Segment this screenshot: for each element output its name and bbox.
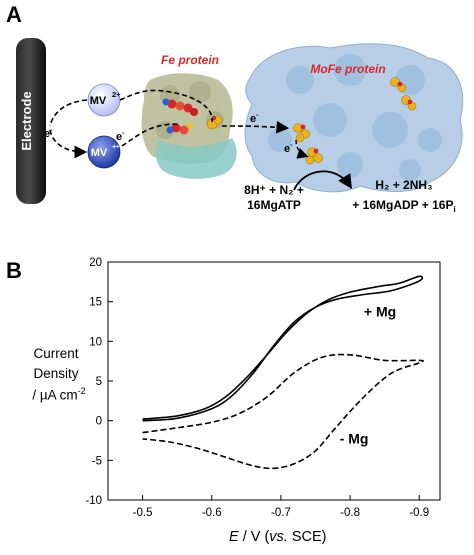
x-tick-label: -0.5	[133, 507, 153, 519]
mofe-protein-label: MoFe protein	[310, 62, 385, 76]
products-line1: H₂ + 2NH₃	[375, 178, 432, 192]
plot-frame	[107, 261, 441, 501]
y-tick-label: 0	[96, 416, 102, 428]
methyl-viologen-reduced	[87, 135, 121, 169]
panel-label-a: A	[6, 2, 22, 27]
y-tick-label: 20	[89, 257, 102, 269]
scheme-figure: Electrode F	[16, 38, 464, 214]
mv-oxidized-charge: 2+	[112, 90, 121, 99]
mv-oxidized-label: MV	[90, 95, 107, 107]
series-minus-mg-line	[142, 353, 424, 470]
x-tick-label: -0.7	[271, 507, 291, 519]
electron-label-3: e-	[250, 112, 259, 125]
mv-reduced-label: MV	[91, 147, 108, 159]
x-tick-label: -0.6	[202, 507, 222, 519]
arrow-fe-cycle	[119, 89, 213, 123]
arrow-electrode-to-mv	[49, 129, 88, 159]
y-tick-label: 15	[89, 297, 102, 309]
annotation-minus-mg: - Mg	[340, 431, 369, 447]
y-tick-label: 5	[96, 376, 102, 388]
y-tick-label: 10	[89, 336, 102, 348]
panel-label-b: B	[6, 258, 22, 283]
arrow-mv-to-fe	[121, 123, 179, 147]
arrow-fe-to-mofe	[221, 120, 290, 134]
series-plus-mg-line	[142, 275, 424, 422]
annotation-plus-mg: + Mg	[364, 304, 396, 320]
y-axis-label-line1: Current	[33, 346, 79, 361]
products-line2: + 16MgADP + 16Pi	[352, 198, 455, 214]
mv-reduced-charge: +•	[112, 142, 119, 151]
x-tick-label: -0.9	[409, 507, 429, 519]
arrow-mv-to-electrode	[49, 99, 88, 127]
arrow-internal-electron	[295, 139, 309, 159]
y-tick-label: -10	[85, 495, 102, 507]
x-axis-label: E / V (vs. SCE)	[229, 529, 327, 545]
reaction-arrow	[293, 170, 352, 191]
electron-label-4: e-	[284, 142, 293, 155]
y-axis-label-line2: Density	[33, 366, 79, 381]
electrode-bar	[16, 38, 46, 204]
electrode-label: Electrode	[19, 91, 34, 150]
electron-label-2: e-	[116, 130, 125, 143]
reactants-line1: 8H⁺ + N₂ +	[244, 183, 304, 197]
y-tick-label: -5	[92, 455, 102, 467]
reactants-line2: 16MgATP	[247, 198, 301, 212]
y-axis-label-line3: / µA cm-2	[32, 386, 86, 403]
x-tick-label: -0.8	[340, 507, 360, 519]
fe-protein-label: Fe protein	[161, 53, 219, 67]
electron-label-1: e-	[44, 127, 53, 140]
